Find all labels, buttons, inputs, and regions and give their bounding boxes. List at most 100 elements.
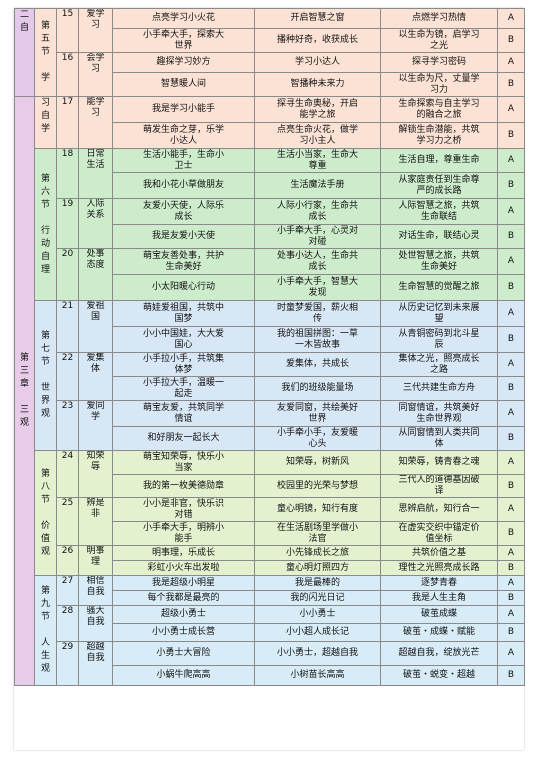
lesson-title-c3: 破茧成蝶 — [380, 605, 498, 624]
version-label: A — [497, 248, 525, 275]
version-label: B — [497, 224, 525, 249]
table-row: 我和小花小草做朋友 生活魔法手册 从家庭责任到生命尊 严的成长路 B — [15, 172, 525, 199]
document-page: 二 自第 五 节 学 15 爱学 习点亮学习小火花 开启智慧之窗 点燃学习热情 A 小手牵大… — [14, 8, 525, 750]
lesson-number: 25 — [56, 497, 79, 546]
table-row: 小太阳暖心行动 小手牵大手，智慧大 发现 生命智慧的觉醒之旅 B — [15, 274, 525, 301]
version-label: B — [497, 521, 525, 546]
lesson-number: 19 — [56, 198, 79, 249]
table-row: 小蜗牛爬高高 小树苗长高高 破茧・蜕变・超越 B — [15, 665, 525, 686]
table-row: 22 爱集 体小手拉小手，共筑集 体梦 爱集体，共成长 集体之光，照亮成长 之路 A — [15, 352, 525, 401]
lesson-title-c3: 集体之光，照亮成长 之路 — [380, 352, 498, 377]
table-row: 25 辨是 非小小是非官，快乐识 对错 童心明镜，知行有度 思辨启航，知行合一 A — [15, 497, 525, 546]
version-label: A — [497, 575, 525, 591]
table-row: 16 会学 习趣探学习妙方 学习小达人 探寻学习密码 A — [15, 52, 525, 97]
table-row: 第 七 节 世 界 观 21 爱祖 国萌娃爱祖国，共筑中 国梦 时童梦爱国，薪火相 传… — [15, 300, 525, 451]
lesson-topic: 爱同 学 — [78, 400, 113, 451]
lesson-title-c2: 我们的班级能量场 — [254, 376, 381, 401]
section-label: 第 八 节 价 值 观 — [34, 450, 57, 576]
version-label: A — [497, 545, 525, 561]
lesson-topic: 日常 生活 — [78, 148, 113, 199]
lesson-title-c3: 以生命为尺，丈量学 习力 — [380, 72, 498, 97]
version-label: A — [497, 96, 525, 123]
version-label: B — [497, 28, 525, 53]
version-label: B — [497, 326, 525, 353]
version-label: A — [497, 605, 525, 624]
lesson-title-c2: 我的祖国拼图：一草 一木皆故事 — [254, 326, 381, 353]
table-row: 第 三 章 三 观习 自 学 17 能学 习我是学习小能手 探寻生命奥秘，开启 能学之… — [14, 96, 525, 686]
lesson-title-c1: 点亮学习小火花 — [112, 8, 255, 29]
lesson-title-c1: 我是学习小能手 — [112, 96, 255, 123]
lesson-title-c2: 我的闪光日记 — [254, 590, 381, 606]
version-label: A — [497, 148, 525, 173]
lesson-title-c1: 小小中国娃，大大爱 国心 — [112, 326, 255, 353]
lesson-title-c2: 我是最棒的 — [254, 575, 381, 591]
lesson-title-c1: 彩虹小火车出发啦 — [112, 560, 255, 576]
lesson-title-c3: 以生命为镜，启学习 之光 — [380, 28, 498, 53]
lesson-number: 15 — [56, 8, 79, 53]
lesson-title-c1: 萌宝知荣辱，快乐小 当家 — [112, 450, 255, 475]
table-row: 萌发生命之芽，乐学 小达人 点亮生命火花，做学 习小主人 解锁生命潜能，共筑 学习力… — [15, 122, 525, 149]
lesson-title-c3: 解锁生命潜能，共筑 学习力之桥 — [380, 122, 498, 149]
table-row: 二 自第 五 节 学 15 爱学 习点亮学习小火花 开启智慧之窗 点燃学习热情 A — [14, 8, 525, 97]
version-label: A — [497, 8, 525, 29]
version-label: B — [497, 560, 525, 576]
lesson-title-c1: 小手拉小手，共筑集 体梦 — [112, 352, 255, 377]
lesson-title-c2: 小手牵小手，友爱暖 心头 — [254, 426, 381, 451]
chapter-cell: 第 三 章 三 观 — [14, 96, 35, 686]
lesson-title-c2: 童心明灯照四方 — [254, 560, 381, 576]
section-label: 第 七 节 世 界 观 — [34, 300, 57, 451]
lesson-topic: 处事 态度 — [78, 248, 113, 301]
lesson-title-c1: 小小勇士成长营 — [112, 623, 255, 642]
lesson-title-c2: 小手牵大手，智慧大 发现 — [254, 274, 381, 301]
version-label: A — [497, 300, 525, 327]
lesson-topic: 能学 习 — [78, 96, 113, 149]
lesson-title-c1: 友爱小天使，人际乐 成长 — [112, 198, 255, 225]
lesson-title-c3: 从历史记忆到未来展 望 — [380, 300, 498, 327]
lesson-title-c1: 小蜗牛爬高高 — [112, 665, 255, 686]
lesson-title-c1: 萌宝友善处事，共护 生命美好 — [112, 248, 255, 275]
lesson-title-c2: 播种好奇，收获成长 — [254, 28, 381, 53]
lesson-topic: 明事 理 — [78, 545, 113, 576]
section-label: 第 五 节 学 — [34, 8, 57, 97]
table-row: 第 九 节 人 生 观 27 相信 自我 我是超级小明星 我是最棒的 逐梦青春 A — [15, 575, 525, 686]
lesson-table: 二 自第 五 节 学 15 爱学 习点亮学习小火花 开启智慧之窗 点燃学习热情 A 小手牵大… — [14, 8, 525, 686]
lesson-topic: 爱学 习 — [78, 8, 113, 53]
lesson-number: 18 — [56, 148, 79, 199]
version-label: B — [497, 172, 525, 199]
lesson-title-c1: 超级小勇士 — [112, 605, 255, 624]
lesson-title-c3: 生命智慧的觉醒之旅 — [380, 274, 498, 301]
chapter-cell-top: 二 自 — [14, 8, 35, 97]
lesson-topic: 人际 关系 — [78, 198, 113, 249]
lesson-title-c2: 知荣辱，树新风 — [254, 450, 381, 475]
lesson-title-c3: 对话生命，联结心灵 — [380, 224, 498, 249]
lesson-title-c2: 童心明镜，知行有度 — [254, 497, 381, 522]
table-row: 第 八 节 价 值 观 24 知荣 辱萌宝知荣辱，快乐小 当家 知荣辱，树新风 知荣辱，… — [15, 450, 525, 576]
lesson-title-c3: 从同窗情到人类共同 体 — [380, 426, 498, 451]
lesson-topic: 爱集 体 — [78, 352, 113, 401]
version-label: A — [497, 400, 525, 427]
lesson-number: 28 — [56, 605, 79, 642]
lesson-title-c2: 探寻生命奥秘，开启 能学之旅 — [254, 96, 381, 123]
lesson-title-c1: 我是友爱小天使 — [112, 224, 255, 249]
lesson-number: 21 — [56, 300, 79, 353]
section-label: 第 六 节 行 动 自 理 — [34, 148, 57, 301]
lesson-title-c2: 智播种未来力 — [254, 72, 381, 97]
lesson-title-c1: 我和小花小草做朋友 — [112, 172, 255, 199]
table-row: 小手牵大手，探索大 世界 播种好奇，收获成长 以生命为镜，启学习 之光 B — [15, 28, 525, 53]
lesson-number: 22 — [56, 352, 79, 401]
version-label: A — [497, 641, 525, 666]
lesson-title-c3: 人际智慧之旅，共筑 生命联结 — [380, 198, 498, 225]
lesson-title-c3: 三代共建生命方舟 — [380, 376, 498, 401]
table-row: 20 处事 态度 萌宝友善处事，共护 生命美好 处事小达人，生命共 成长 处世智慧之旅，… — [15, 248, 525, 301]
lesson-topic: 知荣 辱 — [78, 450, 113, 498]
version-label: A — [497, 450, 525, 475]
table-row: 第 六 节 行 动 自 理 18 日常 生活 生活小能手，生命小 卫士 生活小当家，生命… — [15, 148, 525, 301]
lesson-title-c2: 小先锋成长之旅 — [254, 545, 381, 561]
lesson-title-c1: 小勇士大冒险 — [112, 641, 255, 666]
table-row: 每个我都是最亮的 我的闪光日记 我是人生主角 B — [15, 590, 525, 606]
lesson-title-c2: 小小超人成长记 — [254, 623, 381, 642]
lesson-title-c3: 三代人的道德基因破 译 — [380, 474, 498, 498]
lesson-title-c3: 在虚实交织中锚定价 值坐标 — [380, 521, 498, 546]
